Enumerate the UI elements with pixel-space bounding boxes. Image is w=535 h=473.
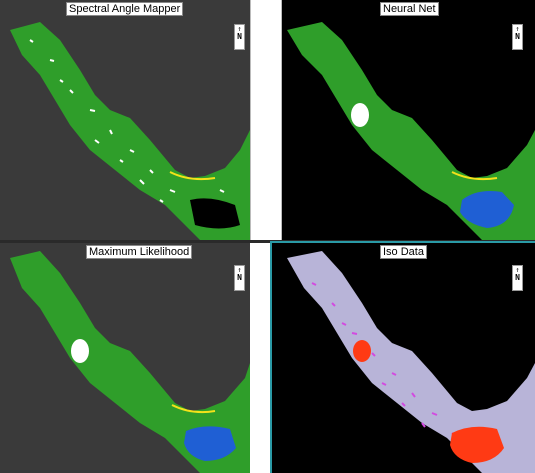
beach-line xyxy=(169,171,216,181)
vertical-divider xyxy=(250,0,282,240)
classification-map-nn xyxy=(287,22,535,240)
classification-map-iso xyxy=(287,251,535,473)
north-arrow-icon: ↑ N xyxy=(234,265,245,291)
north-arrow-icon: ↑ N xyxy=(234,24,245,50)
classification-map-sam xyxy=(10,22,250,240)
panel-title: Maximum Likelihood xyxy=(86,245,193,259)
horizontal-divider xyxy=(0,240,535,243)
beach-line xyxy=(451,171,498,181)
water-body xyxy=(460,191,514,228)
panel-title: Spectral Angle Mapper xyxy=(66,2,184,16)
north-arrow-icon: ↑ N xyxy=(512,265,523,291)
white-patch xyxy=(351,103,369,127)
beach-line xyxy=(171,404,216,414)
panel-title: Iso Data xyxy=(380,245,427,259)
land-mass xyxy=(287,251,535,473)
panel-neural-net: Neural Net ↑ N xyxy=(282,0,535,240)
red-patch xyxy=(353,340,371,362)
land-mass xyxy=(10,251,250,473)
vertical-divider-lower xyxy=(250,243,272,473)
water-body xyxy=(184,426,236,461)
land-mass xyxy=(10,22,250,240)
land-mass xyxy=(287,22,535,240)
panel-title: Neural Net xyxy=(380,2,439,16)
panel-iso-data: Iso Data ↑ N xyxy=(272,243,535,473)
white-patch xyxy=(71,339,89,363)
panel-maximum-likelihood: Maximum Likelihood ↑ N xyxy=(0,243,250,473)
classification-map-ml xyxy=(10,251,250,473)
panel-spectral-angle-mapper: Spectral Angle Mapper ↑ N xyxy=(0,0,250,240)
north-arrow-icon: ↑ N xyxy=(512,24,523,50)
dark-patch xyxy=(190,198,240,229)
water-body xyxy=(450,426,504,463)
